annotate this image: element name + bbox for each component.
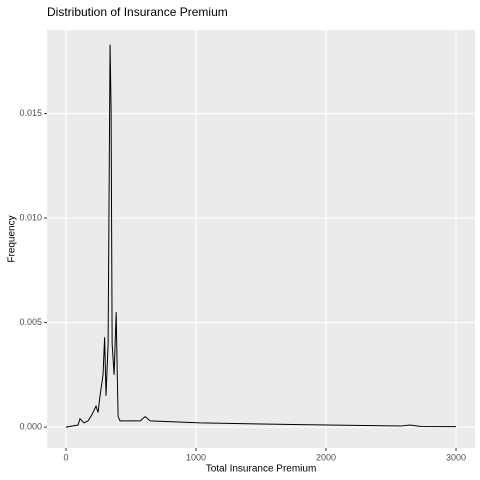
x-tick-label: 2000 — [316, 452, 336, 462]
y-axis-title: Frequency — [7, 215, 18, 262]
x-axis-title: Total Insurance Premium — [206, 464, 317, 475]
panel — [47, 30, 475, 448]
y-tick-label: 0.015 — [19, 108, 42, 118]
x-tick-label: 3000 — [446, 452, 466, 462]
y-tick-label: 0.000 — [19, 421, 42, 431]
chart-title: Distribution of Insurance Premium — [47, 5, 228, 19]
y-tick-label: 0.010 — [19, 212, 42, 222]
x-tick-label: 1000 — [186, 452, 206, 462]
x-tick-label: 0 — [63, 452, 68, 462]
y-tick-label: 0.005 — [19, 317, 42, 327]
density-line — [65, 44, 457, 428]
